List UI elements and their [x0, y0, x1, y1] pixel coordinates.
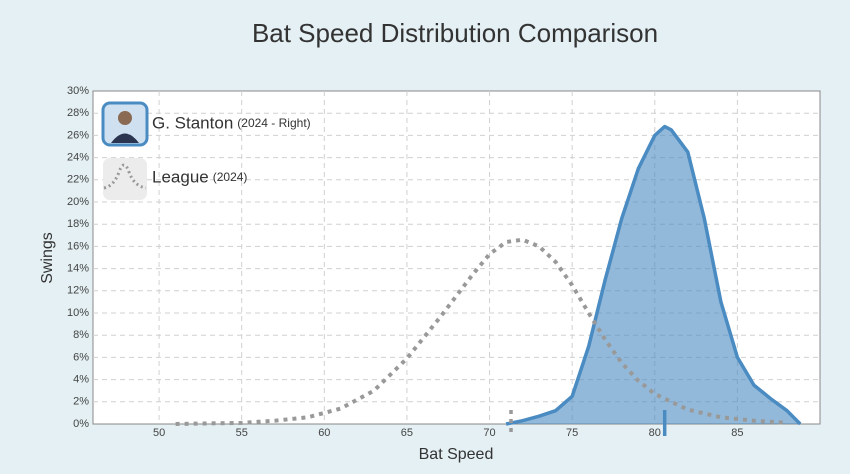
y-tick-label: 8% — [73, 329, 89, 341]
y-tick-label: 12% — [67, 285, 89, 297]
x-tick-label: 50 — [153, 427, 165, 439]
y-tick-label: 30% — [67, 85, 89, 97]
density-line — [505, 124, 802, 426]
legend-note: (2024 - Right) — [237, 116, 310, 130]
y-tick-label: 22% — [67, 174, 89, 186]
density-area — [506, 126, 801, 424]
legend: G. Stanton (2024 - Right) League (2024) — [101, 101, 311, 200]
league-icon-curve — [103, 163, 147, 190]
x-tick-label: 70 — [483, 427, 495, 439]
player-body — [111, 133, 139, 143]
player-head — [118, 111, 132, 125]
y-tick-label: 26% — [67, 129, 89, 141]
x-tick-label: 65 — [401, 427, 413, 439]
chart-title: Bat Speed Distribution Comparison — [252, 18, 658, 48]
x-tick-label: 85 — [731, 427, 743, 439]
league-icon — [103, 158, 147, 200]
legend-note: (2024) — [213, 170, 248, 184]
x-tick-label: 60 — [318, 427, 330, 439]
y-tick-label: 4% — [73, 374, 89, 386]
legend-label: League — [152, 167, 209, 186]
y-tick-label: 10% — [67, 307, 89, 319]
y-tick-label: 24% — [67, 152, 89, 164]
legend-label: G. Stanton — [152, 113, 233, 132]
y-tick-label: 18% — [67, 218, 89, 230]
y-tick-label: 2% — [73, 396, 89, 408]
y-tick-label: 16% — [67, 240, 89, 252]
x-tick-label: 55 — [236, 427, 248, 439]
y-tick-label: 14% — [67, 263, 89, 275]
y-tick-label: 6% — [73, 351, 89, 363]
x-tick-label: 75 — [566, 427, 578, 439]
x-tick-label: 80 — [649, 427, 661, 439]
y-tick-label: 28% — [67, 107, 89, 119]
x-axis-label: Bat Speed — [419, 446, 494, 463]
y-tick-label: 0% — [73, 418, 89, 430]
y-axis-label: Swings — [39, 232, 56, 284]
y-tick-label: 20% — [67, 196, 89, 208]
